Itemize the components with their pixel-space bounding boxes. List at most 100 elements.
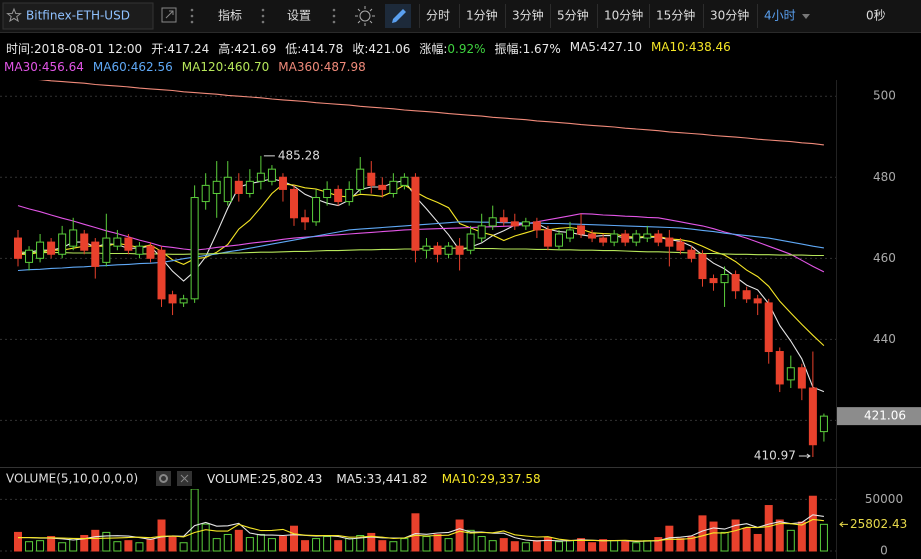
interval-button[interactable]: 15分钟 (656, 8, 695, 23)
interval-button[interactable]: 3分钟 (512, 8, 544, 23)
volume-bar (676, 538, 685, 552)
volume-bar (334, 540, 343, 552)
volume-bar (532, 540, 541, 552)
candle-body (433, 245, 442, 255)
gear-icon (159, 474, 168, 483)
volume-bar (256, 533, 265, 552)
candle-body (621, 233, 630, 243)
candle-body (654, 233, 663, 243)
candle-body (422, 245, 431, 251)
ma-line (17, 221, 824, 272)
volume-bar (323, 536, 332, 552)
annotation-label: 410.97 (754, 449, 796, 463)
more-icon[interactable] (261, 8, 265, 24)
volume-bar (290, 525, 298, 552)
star-icon[interactable] (6, 7, 22, 23)
volume-bar (201, 523, 210, 552)
volume-legend: MA5:33,441.82 (336, 472, 428, 486)
volume-bar (455, 519, 464, 552)
candle-body (588, 233, 597, 239)
more-icon[interactable] (190, 8, 194, 24)
volume-bar (477, 536, 486, 552)
popout-arrow (165, 10, 174, 19)
candle-body (14, 237, 22, 259)
info-high: 高:421.69 (218, 42, 277, 56)
pencil-icon (392, 9, 406, 23)
candle-body (334, 188, 343, 203)
candle-body (25, 249, 34, 263)
candle-body (775, 351, 784, 385)
volume-bar (80, 535, 89, 552)
ma-line (18, 514, 824, 543)
candle-body (356, 168, 365, 190)
volume-bar (698, 515, 707, 552)
candle-body (731, 274, 740, 292)
countdown: 0秒 (866, 9, 886, 23)
volume-bar (400, 538, 409, 552)
candle-body (455, 245, 464, 255)
candle-body (80, 233, 89, 251)
indicators-button[interactable]: 指标 (218, 8, 242, 23)
symbol-box[interactable] (2, 2, 154, 30)
interval-button[interactable]: 1分钟 (466, 8, 498, 23)
candle-body (632, 233, 641, 243)
volume-bar (234, 529, 243, 552)
volume-legend: MA10:29,337.58 (441, 472, 541, 486)
candle-body (676, 241, 685, 251)
candle-body (146, 245, 155, 259)
candle-body (709, 278, 718, 284)
volume-bar (212, 538, 221, 552)
last-price-label: 421.06 (864, 409, 906, 423)
volume-bar (610, 540, 619, 552)
volume-bar (819, 523, 828, 552)
interval-button[interactable]: 10分钟 (604, 8, 643, 23)
volume-bar (124, 540, 133, 552)
more-icon[interactable] (332, 8, 336, 24)
candle-body (698, 253, 707, 280)
volume-bar (588, 542, 597, 552)
candle-body (69, 229, 78, 247)
info-low: 低:414.78 (285, 42, 344, 56)
volume-bar (720, 531, 729, 552)
ma-line (17, 178, 825, 393)
volume-settings-button[interactable] (156, 471, 171, 486)
interval-button[interactable]: 5分钟 (557, 8, 589, 23)
interval-button[interactable]: 分时 (426, 9, 450, 23)
volume-bar (643, 540, 652, 552)
candle-body (488, 217, 497, 227)
symbol[interactable]: Bitfinex-ETH-USD (26, 9, 130, 23)
y-tick-label: 440 (873, 332, 896, 346)
candle-body (400, 176, 409, 186)
active-interval[interactable]: 4小时 (764, 9, 796, 23)
y-tick-label: 0 (880, 544, 888, 558)
candle-body (323, 188, 332, 199)
theme-icon[interactable] (355, 6, 375, 26)
candle-body (278, 176, 287, 190)
volume-bar (510, 541, 519, 552)
candle-body (212, 180, 221, 194)
ma-legend: MA10:438.46 (650, 40, 731, 54)
info-change: 涨幅:0.92% (419, 42, 486, 56)
volume-bar (378, 540, 387, 552)
interval-button[interactable]: 30分钟 (710, 8, 749, 23)
candle-body (168, 294, 177, 304)
candle-body (190, 197, 199, 300)
dropdown-arrow[interactable] (802, 14, 810, 19)
volume-bar (146, 539, 155, 552)
settings-button[interactable]: 设置 (287, 9, 311, 23)
candle-body (477, 225, 486, 239)
volume-info-row: VOLUME:25,802.43 MA5:33,441.82 MA10:29,337… (207, 472, 541, 486)
volume-bar (168, 536, 177, 552)
y-tick-label: 500 (873, 89, 896, 103)
volume-bar (367, 532, 376, 552)
volume-bar (621, 541, 630, 552)
volume-bar (102, 531, 111, 552)
volume-bar (764, 505, 773, 552)
volume-bar (808, 495, 817, 552)
popout-icon[interactable] (161, 7, 177, 23)
candle-body (753, 298, 762, 304)
volume-bar (47, 536, 56, 552)
candle-body (797, 367, 806, 389)
